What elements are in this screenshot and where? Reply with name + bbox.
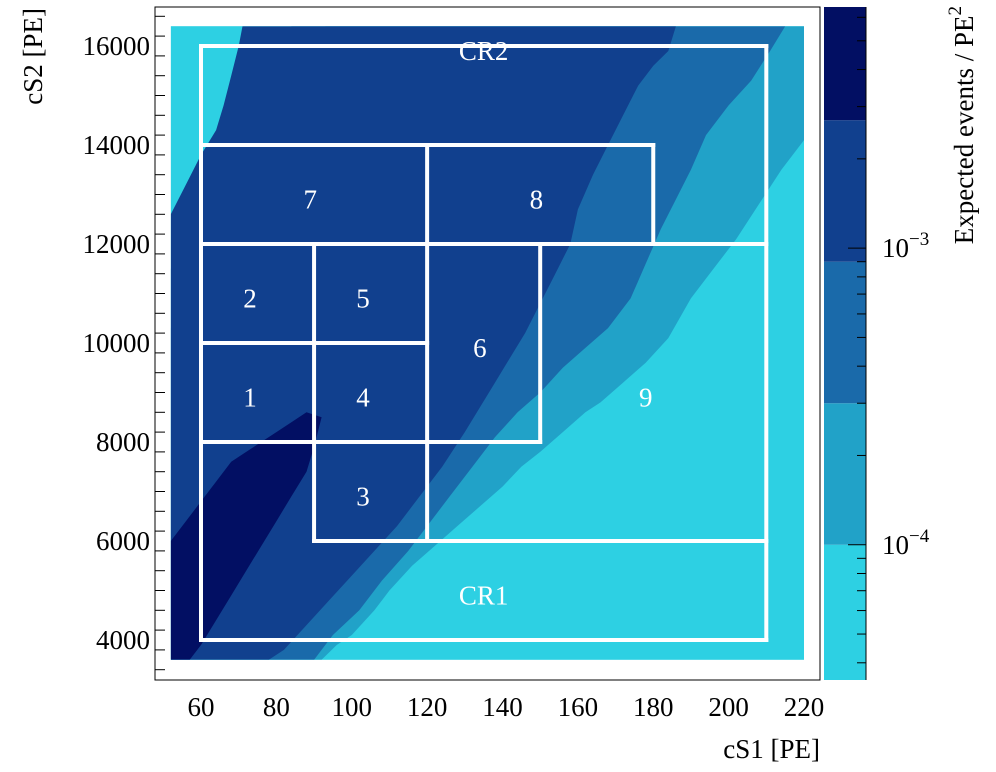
contour-band-level-4 [170, 412, 322, 660]
bin-label-cr2: CR2 [459, 36, 509, 66]
colorbar-tick-base: 10 [882, 233, 909, 263]
colorbar-band [824, 261, 866, 404]
bin-label-6: 6 [473, 333, 487, 363]
y-axis: 4000 6000 8000 10000 12000 14000 16000 [83, 7, 165, 680]
x-axis: 60 80 100 120 140 160 180 200 220 [155, 679, 825, 722]
y-tick-label: 6000 [96, 526, 150, 556]
colorbar-tick-label: 10−4 [882, 526, 930, 560]
bin-label-8: 8 [530, 184, 544, 214]
analysis-bin-grid [199, 44, 769, 642]
colorbar-title: Expected events / PE2 [945, 6, 979, 244]
bin-label-cr1: CR1 [459, 580, 509, 610]
colorbar-tick-base: 10 [882, 530, 909, 560]
y-tick-label: 10000 [83, 328, 151, 358]
x-tick-label: 80 [263, 692, 290, 722]
y-tick-label: 16000 [83, 31, 151, 61]
x-tick-label: 100 [332, 692, 373, 722]
colorbar-band [824, 544, 866, 680]
x-tick-label: 160 [558, 692, 599, 722]
colorbar: 10−410−3 [824, 7, 930, 680]
colorbar-tick-exponent: −4 [909, 526, 930, 547]
colorbar-title-superscript: 2 [945, 6, 966, 16]
x-tick-label: 120 [407, 692, 448, 722]
y-tick-label: 14000 [83, 130, 151, 160]
colorbar-band [824, 120, 866, 262]
bin-label-5: 5 [356, 283, 370, 313]
bin-label-1: 1 [243, 382, 257, 412]
colorbar-title-text: Expected events / PE [949, 16, 979, 245]
plot-area: 1 2 3 4 5 6 7 8 9 CR1 CR2 [154, 6, 821, 681]
bin-label-7: 7 [304, 184, 318, 214]
bin-label-9: 9 [639, 382, 653, 412]
x-tick-label: 200 [708, 692, 749, 722]
x-tick-label: 60 [188, 692, 215, 722]
colorbar-tick-exponent: −3 [909, 229, 929, 250]
bin-label-2: 2 [243, 283, 257, 313]
x-tick-label: 180 [633, 692, 674, 722]
x-tick-label: 220 [784, 692, 825, 722]
colorbar-tick-label: 10−3 [882, 229, 929, 263]
colorbar-band [824, 403, 866, 545]
x-tick-label: 140 [482, 692, 523, 722]
y-axis-title: cS2 [PE] [18, 8, 48, 105]
bin-label-3: 3 [356, 481, 370, 511]
colorbar-band [824, 7, 866, 121]
x-axis-title: cS1 [PE] [723, 734, 820, 764]
y-tick-label: 8000 [96, 427, 150, 457]
y-tick-label: 4000 [96, 625, 150, 655]
bin-label-4: 4 [356, 382, 370, 412]
y-tick-label: 12000 [83, 229, 151, 259]
analysis-bin-labels: 1 2 3 4 5 6 7 8 9 CR1 CR2 [243, 36, 652, 611]
